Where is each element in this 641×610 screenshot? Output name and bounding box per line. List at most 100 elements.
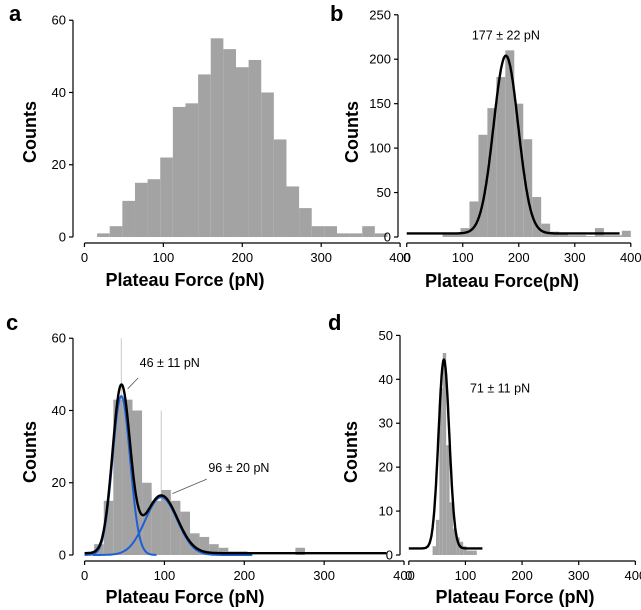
y-tick-label: 0 (59, 230, 66, 245)
x-axis-title-d: Plateau Force (pN) (435, 587, 594, 607)
x-tick-label: 100 (455, 568, 477, 583)
y-tick-label: 40 (52, 85, 66, 100)
histogram-bar (299, 208, 312, 237)
histogram-bar (442, 234, 452, 237)
panel-d: d 71 ± 11 pN010020030040001020304050 Pla… (328, 310, 641, 607)
histogram-bar (248, 59, 262, 237)
histogram-bar (514, 103, 524, 238)
histogram-bar (185, 103, 199, 238)
histogram-bar (463, 546, 467, 555)
histogram-bar (160, 157, 173, 237)
histogram-bar (577, 235, 586, 237)
x-tick-label: 0 (403, 250, 410, 265)
histogram-bar (151, 500, 162, 555)
fit-annotation: 46 ± 11 pN (140, 356, 200, 370)
histogram-bar (532, 197, 542, 237)
x-tick-label: 100 (452, 250, 474, 265)
y-tick-label: 0 (59, 548, 66, 563)
annotation-leader (172, 478, 207, 494)
histogram-bar (161, 489, 171, 555)
histogram-bar (466, 550, 470, 555)
histogram-bar (103, 500, 114, 555)
histogram-bar (612, 235, 622, 237)
histogram-bar (374, 233, 388, 237)
x-tick-label: 400 (389, 250, 411, 265)
histogram-bar (505, 50, 515, 238)
histogram-bar (209, 544, 219, 555)
y-tick-label: 50 (377, 185, 391, 200)
histogram-bar (446, 445, 450, 555)
histogram-bar (432, 546, 436, 555)
x-tick-label: 400 (393, 568, 415, 583)
histogram-bar (559, 234, 569, 237)
gaussian-fit-curve (406, 54, 621, 235)
x-axis-title-b: Plateau Force(pN) (425, 271, 579, 291)
histogram-bar (603, 235, 613, 237)
histogram-bar (439, 388, 443, 555)
y-tick-label: 20 (52, 475, 66, 490)
x-tick-label: 300 (564, 250, 586, 265)
fit-annotation: 177 ± 22 pN (472, 29, 540, 43)
histogram-bar (324, 226, 337, 237)
histogram-bar (456, 537, 460, 555)
histogram-bar (435, 519, 440, 555)
histogram-bar (541, 223, 551, 237)
x-tick-label: 0 (81, 568, 88, 583)
histogram-bar (273, 139, 287, 237)
histogram-bar (473, 550, 477, 555)
histogram-bar (261, 92, 274, 237)
panel-letter-d: d (328, 310, 341, 335)
y-tick-label: 50 (379, 328, 393, 343)
x-tick-label: 200 (508, 250, 530, 265)
histogram-bar (295, 547, 305, 555)
y-tick-label: 40 (52, 403, 66, 418)
histogram-bar (122, 200, 135, 237)
histogram-bar (198, 74, 211, 237)
histogram-bar (621, 230, 631, 237)
x-tick-label: 100 (154, 568, 176, 583)
histogram-bar (132, 410, 143, 555)
histogram-bar (469, 201, 479, 237)
x-axis-title-c: Plateau Force (pN) (105, 587, 264, 607)
histogram-bar (122, 399, 133, 555)
histogram-bar (336, 233, 350, 237)
histogram-bar (113, 399, 123, 555)
histogram-bar (210, 38, 224, 238)
plot-area-d: 71 ± 11 pN010020030040001020304050 (379, 328, 641, 583)
histogram-bar (452, 528, 457, 555)
x-tick-label: 200 (511, 568, 533, 583)
x-tick-label: 200 (233, 568, 255, 583)
histogram-bar (585, 236, 595, 237)
y-tick-label: 0 (384, 230, 391, 245)
histogram-bar (496, 77, 506, 237)
histogram-bar (442, 352, 447, 555)
x-tick-label: 0 (405, 568, 412, 583)
histogram-bar (218, 547, 229, 555)
y-axis-title-d: Counts (341, 421, 361, 483)
y-tick-label: 10 (379, 504, 393, 519)
annotation-leader (127, 377, 139, 390)
y-axis-title-b: Counts (342, 101, 362, 163)
gaussian-fit-curve (84, 383, 387, 555)
y-tick-label: 150 (369, 96, 391, 111)
histogram-bar (109, 226, 123, 237)
fit-annotation: 96 ± 20 pN (208, 461, 269, 475)
y-tick-label: 20 (52, 157, 66, 172)
y-tick-label: 20 (379, 460, 393, 475)
x-tick-label: 200 (231, 250, 253, 265)
histogram-bar (449, 502, 453, 555)
panel-b: b 177 ± 22 pN0 100 200 300 40005010015020025… (330, 1, 641, 291)
x-tick-label: 300 (313, 568, 335, 583)
histogram-bar (487, 108, 497, 237)
y-axis-title-a: Counts (20, 101, 40, 163)
histogram-bar (286, 186, 300, 237)
histogram-bar (170, 500, 181, 555)
histogram-bar (523, 139, 533, 237)
fit-annotation: 71 ± 11 pN (470, 381, 530, 395)
y-tick-label: 250 (369, 7, 391, 22)
